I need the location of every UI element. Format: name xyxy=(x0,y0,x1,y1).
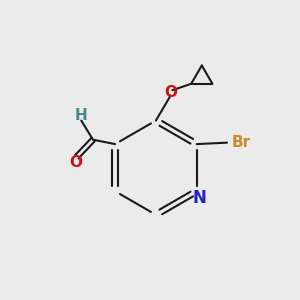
Text: N: N xyxy=(192,189,206,207)
Text: H: H xyxy=(74,108,87,123)
Text: O: O xyxy=(164,85,177,100)
Text: Br: Br xyxy=(232,135,251,150)
Text: O: O xyxy=(70,154,83,169)
